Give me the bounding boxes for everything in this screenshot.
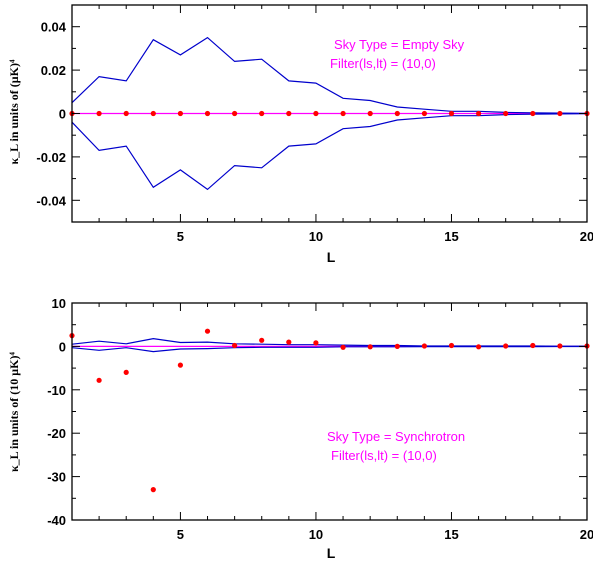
bottom-data-point: [96, 377, 102, 383]
bottom-annotation-filter: Filter(ls,lt) = (10,0): [331, 448, 437, 463]
bottom-y-tick-label: 0: [59, 339, 66, 354]
bottom-y-tick-label: -20: [47, 426, 66, 441]
top-data-point: [123, 110, 129, 117]
bottom-data-point: [340, 344, 346, 350]
top-data-point: [476, 110, 482, 117]
bottom-y-axis-label: κ_L in units of (10 μK)⁴: [7, 352, 21, 472]
top-data-point: [421, 110, 427, 117]
bottom-y-tick-label: -30: [47, 470, 66, 485]
top-data-point: [96, 110, 102, 117]
bottom-y-tick-label: -10: [47, 383, 66, 398]
top-data-point: [204, 110, 211, 117]
top-y-tick-label: 0.02: [41, 63, 66, 78]
top-data-point: [394, 110, 400, 117]
top-data-point: [367, 110, 373, 117]
bottom-lower-band-line: [71, 345, 587, 353]
bottom-data-point: [259, 337, 265, 343]
top-y-tick-label: 0.04: [41, 20, 67, 35]
bottom-data-point: [123, 369, 129, 375]
top-annotation-filter: Filter(ls,lt) = (10,0): [330, 56, 436, 71]
top-data-point: [259, 110, 265, 117]
bottom-y-tick-label: 10: [52, 296, 66, 311]
bottom-data-point: [313, 340, 319, 346]
top-data-point: [503, 110, 509, 117]
bottom-y-tick-label: -40: [47, 513, 66, 528]
bottom-upper-band-line: [71, 337, 587, 347]
top-data-point: [557, 110, 563, 117]
bottom-x-tick-label: 20: [580, 527, 593, 542]
top-lower-band-line: [71, 113, 588, 191]
bottom-x-tick-label: 10: [309, 527, 323, 542]
bottom-data-point: [503, 343, 509, 349]
bottom-chart-panel: 5 10 15 20 10 0 -10 -20 -30 -40 L κ_L in units of…: [7, 296, 593, 561]
top-y-tick-label: -0.02: [36, 150, 66, 165]
bottom-annotation-sky-type: Sky Type = Synchrotron: [327, 429, 465, 444]
bottom-data-point: [286, 339, 292, 345]
top-data-point: [232, 110, 238, 117]
top-data-point: [530, 110, 536, 117]
bottom-x-tick-label: 5: [177, 527, 184, 542]
top-x-tick-label: 10: [309, 229, 323, 244]
top-data-point: [448, 110, 455, 117]
top-x-tick-label: 20: [580, 229, 593, 244]
bottom-x-axis-label: L: [327, 545, 336, 561]
top-upper-band-line: [71, 36, 588, 114]
top-annotation-sky-type: Sky Type = Empty Sky: [334, 37, 465, 52]
bottom-data-point: [367, 344, 373, 350]
bottom-data-point: [394, 343, 400, 349]
top-x-tick-label: 5: [177, 229, 184, 244]
bottom-data-point: [557, 343, 563, 349]
top-x-tick-label: 15: [444, 229, 458, 244]
top-x-axis-label: L: [327, 249, 336, 265]
bottom-plot-frame: [71, 302, 588, 521]
top-data-point: [177, 110, 183, 117]
top-data-point: [340, 110, 346, 117]
top-data-point: [313, 110, 319, 117]
bottom-x-tick-label: 15: [444, 527, 458, 542]
bottom-data-point: [177, 362, 183, 368]
top-data-point: [150, 110, 156, 117]
top-data-point: [286, 110, 292, 117]
bottom-data-point: [448, 342, 455, 349]
bottom-data-point: [232, 342, 238, 349]
bottom-data-point: [204, 328, 211, 334]
top-chart-panel: 5 10 15 20 0.04 0.02 0 -0.02 -0.04 L κ_L in unit…: [7, 4, 593, 265]
bottom-data-point: [150, 487, 156, 493]
bottom-data-point: [530, 342, 536, 349]
top-y-tick-label: -0.04: [36, 193, 66, 208]
top-y-tick-label: 0: [59, 107, 66, 122]
bottom-data-point: [476, 344, 482, 350]
bottom-data-point: [421, 343, 427, 349]
top-y-axis-label: κ_L in units of (μK)⁴: [7, 59, 21, 164]
